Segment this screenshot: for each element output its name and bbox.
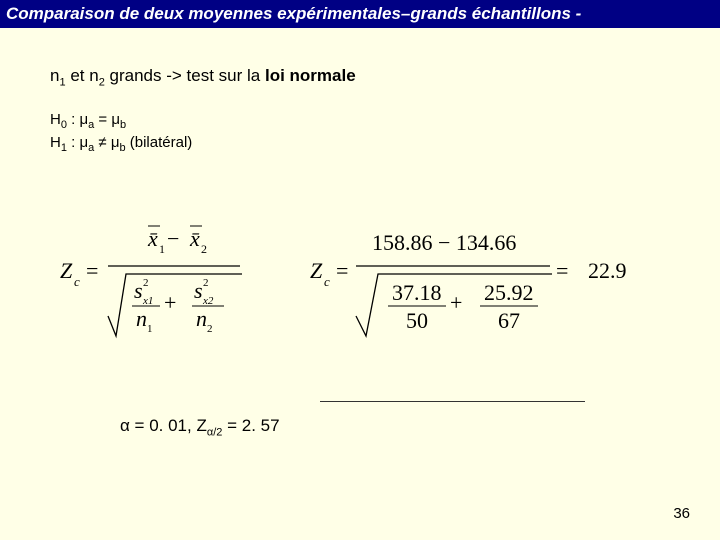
alpha-line: α = 0. 01, Zα/2 = 2. 57 bbox=[120, 416, 670, 438]
svg-text:=: = bbox=[86, 258, 98, 283]
txt: (bilatéral) bbox=[126, 134, 193, 151]
minus: − bbox=[167, 226, 179, 251]
n2-sub: 2 bbox=[207, 323, 213, 335]
divider-line bbox=[320, 401, 585, 402]
h0-line: H0 : μa = μb bbox=[50, 110, 670, 133]
s1: s bbox=[134, 278, 143, 303]
txt: H bbox=[50, 111, 61, 128]
txt: : μ bbox=[67, 134, 88, 151]
s1-sup: 2 bbox=[143, 277, 149, 289]
lhs-sub: c bbox=[324, 274, 330, 289]
num-a-sub: 1 bbox=[159, 242, 165, 256]
num-b: x̄ bbox=[189, 226, 200, 251]
txt: : μ bbox=[67, 111, 88, 128]
hypotheses: H0 : μa = μb H1 : μa ≠ μb (bilatéral) bbox=[50, 110, 670, 156]
txt: grands -> test sur la bbox=[105, 66, 265, 85]
s2: s bbox=[194, 278, 203, 303]
txt: α = 0. 01, Z bbox=[120, 416, 207, 435]
lhs: Z bbox=[310, 258, 323, 283]
h1-line: H1 : μa ≠ μb (bilatéral) bbox=[50, 133, 670, 156]
n2: n bbox=[196, 306, 207, 331]
txt: = 2. 57 bbox=[222, 416, 279, 435]
formulas-row: Z c = x̄ 1 − x̄ 2 bbox=[60, 206, 670, 341]
lhs-sub: c bbox=[74, 274, 80, 289]
txt: = μ bbox=[94, 111, 120, 128]
svg-text:=: = bbox=[336, 258, 348, 283]
title-bar: Comparaison de deux moyennes expérimenta… bbox=[0, 0, 720, 28]
txt: ≠ μ bbox=[94, 134, 119, 151]
txt: H bbox=[50, 134, 61, 151]
txt: et n bbox=[66, 66, 99, 85]
numerator: 158.86 − 134.66 bbox=[372, 230, 516, 255]
num-b-sub: 2 bbox=[201, 242, 207, 256]
plus: + bbox=[164, 290, 176, 315]
formula-numeric: Z c = 158.86 − 134.66 37.18 50 + 25.92 6… bbox=[310, 206, 650, 341]
content-area: n1 et n2 grands -> test sur la loi norma… bbox=[0, 28, 720, 438]
eq: = bbox=[556, 258, 568, 283]
n1-sub: 1 bbox=[147, 323, 153, 335]
num-a: x̄ bbox=[147, 226, 158, 251]
sub: b bbox=[120, 119, 126, 131]
title-text: Comparaison de deux moyennes expérimenta… bbox=[6, 4, 581, 23]
plus: + bbox=[450, 290, 462, 315]
formula-general: Z c = x̄ 1 − x̄ 2 bbox=[60, 206, 250, 341]
d1-bot: 50 bbox=[406, 308, 428, 333]
d2-top: 25.92 bbox=[484, 280, 534, 305]
d1-top: 37.18 bbox=[392, 280, 442, 305]
n1: n bbox=[136, 306, 147, 331]
txt-bold: loi normale bbox=[265, 66, 356, 85]
intro-line: n1 et n2 grands -> test sur la loi norma… bbox=[50, 66, 670, 88]
lhs: Z bbox=[60, 258, 73, 283]
s2-sup: 2 bbox=[203, 277, 209, 289]
result: 22.9 bbox=[588, 258, 627, 283]
page-number: 36 bbox=[673, 505, 690, 522]
d2-bot: 67 bbox=[498, 308, 520, 333]
sub: α/2 bbox=[207, 426, 223, 438]
